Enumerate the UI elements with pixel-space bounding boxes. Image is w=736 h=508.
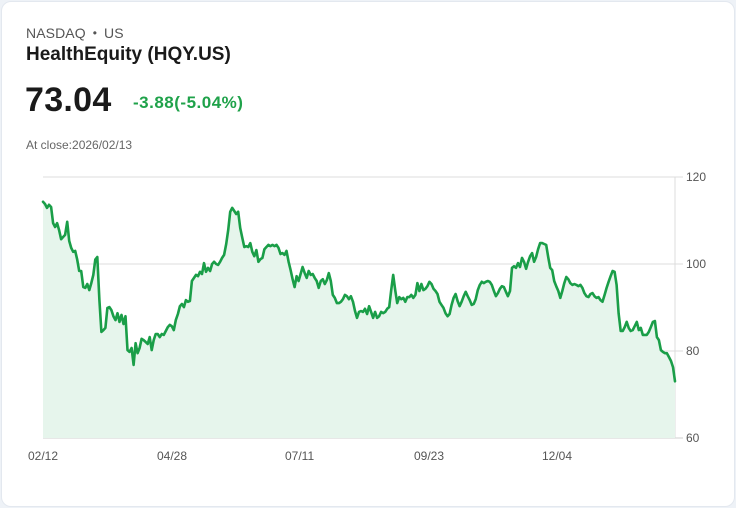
current-price: 73.04 [25,81,112,119]
chart-price-line [41,200,677,383]
exchange-info: NASDAQ • US [26,25,124,41]
y-tick-120: 120 [686,170,706,184]
close-date: At close:2026/02/13 [26,138,133,152]
x-tick-label: 07/11 [285,449,314,463]
x-tick-label: 09/23 [414,449,444,463]
x-axis-labels: 02/12 04/28 07/11 09/23 12/04 [28,449,572,463]
country-code: US [104,25,124,41]
price-change: -3.88(-5.04%) [133,93,244,112]
y-tick-80: 80 [686,344,700,358]
separator-dot: • [92,26,98,40]
y-tick-100: 100 [686,257,706,271]
x-tick-label: 04/28 [157,449,187,463]
stock-title: HealthEquity (HQY.US) [26,44,231,65]
y-tick-60: 60 [686,431,700,445]
x-tick-label: 02/12 [28,449,58,463]
exchange-name: NASDAQ [26,25,86,41]
y-axis-labels: 60 80 100 120 [686,170,706,445]
chart-area-fill [43,201,675,438]
x-tick-label: 12/04 [542,449,572,463]
